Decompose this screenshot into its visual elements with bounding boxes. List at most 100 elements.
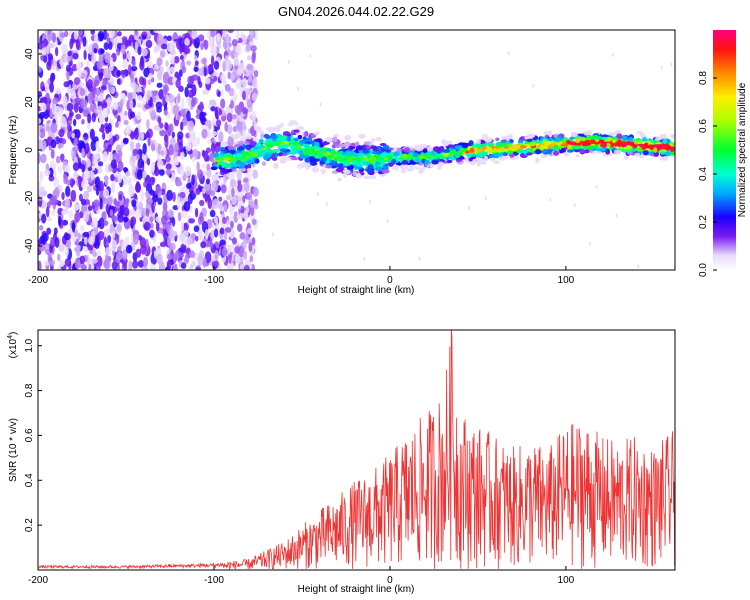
spectrogram-cell	[210, 229, 215, 240]
spectrogram-cell	[560, 143, 569, 147]
spectrogram-cell	[106, 196, 113, 206]
spectrogram-cell	[77, 232, 81, 241]
spectrogram-cell	[42, 34, 47, 40]
spectrogram-cell	[170, 230, 176, 242]
spectrogram-cell	[509, 139, 514, 143]
spectrogram-cell	[209, 36, 214, 47]
spectrogram-cell	[122, 138, 129, 145]
spectrogram-cell	[239, 263, 245, 270]
spectrogram-cell	[213, 228, 219, 238]
spectrogram-cell	[220, 115, 227, 122]
spectrogram-cell	[254, 158, 260, 164]
spectrogram-cell	[166, 168, 172, 176]
spectrogram-cell	[102, 151, 108, 163]
spectrogram-cell	[221, 163, 226, 168]
spectrogram-cell	[166, 253, 173, 260]
colorbar-label: Normalized spectral amplitude	[737, 82, 748, 217]
spectrogram-cell	[210, 166, 218, 171]
spectrogram-cell	[179, 191, 186, 199]
spectrogram-cell	[172, 217, 176, 227]
spectrogram-cell	[116, 50, 121, 56]
spectrogram-cell	[161, 210, 167, 216]
spectrogram-cell	[115, 121, 119, 128]
spectrogram-cell	[595, 184, 598, 189]
spectrogram-cell	[193, 66, 199, 72]
spectrogram-cell	[335, 168, 344, 173]
spectrogram-cell	[196, 161, 200, 173]
spectrogram-cell	[147, 79, 152, 86]
spectrogram-cell	[233, 92, 238, 102]
spectrogram-cell	[345, 158, 353, 163]
spectrogram-cell	[222, 217, 227, 224]
spectrogram-cell	[103, 220, 109, 226]
spectrogram-y-tick-label: -20	[24, 190, 35, 205]
spectrogram-cell	[104, 52, 111, 64]
spectrogram-y-tick-label: 20	[24, 96, 35, 108]
spectrogram-cell	[193, 225, 200, 233]
spectrogram-cell	[575, 137, 581, 144]
spectrogram-cell	[570, 131, 579, 138]
spectrogram-cell	[422, 148, 428, 154]
spectrogram-cell	[202, 170, 208, 177]
spectrogram-cell	[150, 143, 156, 152]
spectrogram-cell	[103, 258, 111, 270]
spectrogram-cell	[165, 60, 169, 68]
spectrogram-cell	[401, 153, 408, 160]
spectrogram-cell	[337, 177, 342, 182]
spectrogram-cell	[476, 161, 481, 167]
spectrogram-cell	[81, 147, 85, 159]
spectrogram-cell	[355, 145, 364, 151]
spectrogram-cell	[406, 167, 414, 172]
spectrogram-cell	[507, 51, 510, 56]
spectrogram-cell	[40, 102, 47, 113]
spectrogram-cell	[111, 261, 118, 270]
spectrogram-cell	[123, 261, 128, 270]
spectrogram-cell	[195, 187, 201, 195]
spectrogram-cell	[492, 148, 498, 153]
spectrogram-cell	[432, 146, 441, 152]
spectrogram-cell	[354, 153, 360, 158]
spectrogram-cell	[561, 139, 567, 143]
spectrogram-cell	[535, 157, 540, 164]
snr-y-tick-label: 0.8	[24, 383, 35, 397]
spectrogram-cell	[67, 122, 71, 132]
spectrogram-cell	[161, 95, 166, 106]
spectrogram-cell	[225, 33, 230, 45]
spectrogram-cell	[386, 218, 389, 223]
spectrogram-cell	[120, 44, 126, 55]
spectrogram-cell	[199, 101, 204, 113]
spectrogram-cell	[248, 75, 253, 83]
spectrogram-cell	[64, 233, 71, 241]
spectrogram-cell	[211, 180, 219, 192]
spectrogram-cell	[179, 54, 184, 61]
spectrogram-cell	[365, 144, 371, 150]
spectrogram-cell	[554, 136, 561, 143]
spectrogram-cell	[125, 171, 131, 177]
spectrogram-cell	[57, 142, 62, 150]
snr-x-tick-label: 100	[558, 575, 575, 586]
spectrogram-cell	[146, 94, 151, 101]
spectrogram-cell	[229, 229, 235, 239]
spectrogram-cell	[90, 30, 96, 35]
spectrogram-x-axis: -200 -100 0 100	[28, 266, 575, 286]
spectrogram-cell	[110, 173, 115, 182]
spectrogram-cell	[38, 224, 44, 231]
spectrogram-cell	[375, 166, 383, 172]
spectrogram-cell	[96, 263, 101, 270]
spectrogram-cell	[499, 144, 507, 148]
spectrogram-cell	[64, 246, 69, 257]
spectrogram-cell	[109, 209, 114, 217]
spectrogram-cell	[471, 153, 476, 158]
spectrogram-cell	[135, 180, 140, 192]
spectrogram-cell	[560, 147, 566, 153]
spectrogram-cell	[129, 98, 134, 110]
spectrogram-cell	[73, 77, 81, 86]
spectrogram-cell	[165, 94, 169, 103]
spectrogram-cell	[82, 36, 87, 47]
spectrogram-cell	[214, 249, 219, 261]
spectrogram-cell	[54, 186, 60, 199]
spectrogram-cell	[59, 59, 63, 65]
spectrogram-cell	[236, 30, 240, 42]
spectrogram-cell	[73, 137, 78, 147]
spectrogram-cell	[129, 140, 135, 152]
